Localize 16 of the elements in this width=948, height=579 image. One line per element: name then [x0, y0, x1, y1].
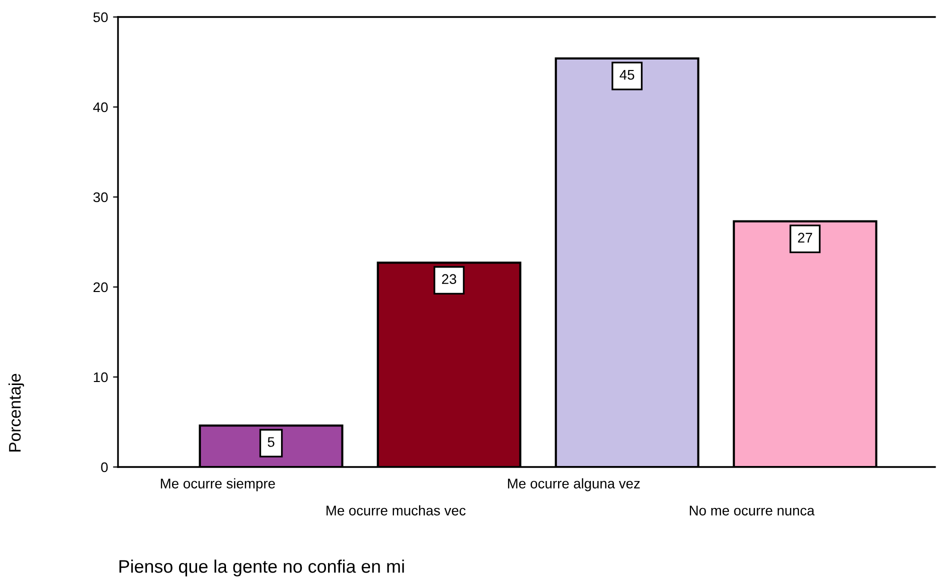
y-tick-label: 10: [94, 372, 108, 382]
text: Pienso que la gente no confia en mi: [119, 560, 404, 576]
y-tick-label: 40: [93, 102, 108, 112]
x-tick-label: Me ocurre alguna vez: [508, 478, 640, 492]
data-label: 5: [268, 437, 274, 447]
data-label: 45: [620, 70, 634, 80]
data-label: 27: [798, 232, 812, 242]
y-tick-label: 20: [94, 282, 108, 292]
x-tick-label: Me ocurre siempre: [160, 478, 275, 492]
data-label: 23: [442, 274, 456, 284]
y-axis-title: Porcentaje: [8, 374, 24, 452]
x-tick-label: Me ocurre muchas vec: [326, 505, 466, 516]
y-tick-label: 30: [93, 192, 108, 202]
y-tick-label: 50: [93, 12, 108, 22]
x-tick-label: No me ocurre nunca: [690, 506, 815, 516]
y-tick-label: 0: [101, 462, 108, 472]
